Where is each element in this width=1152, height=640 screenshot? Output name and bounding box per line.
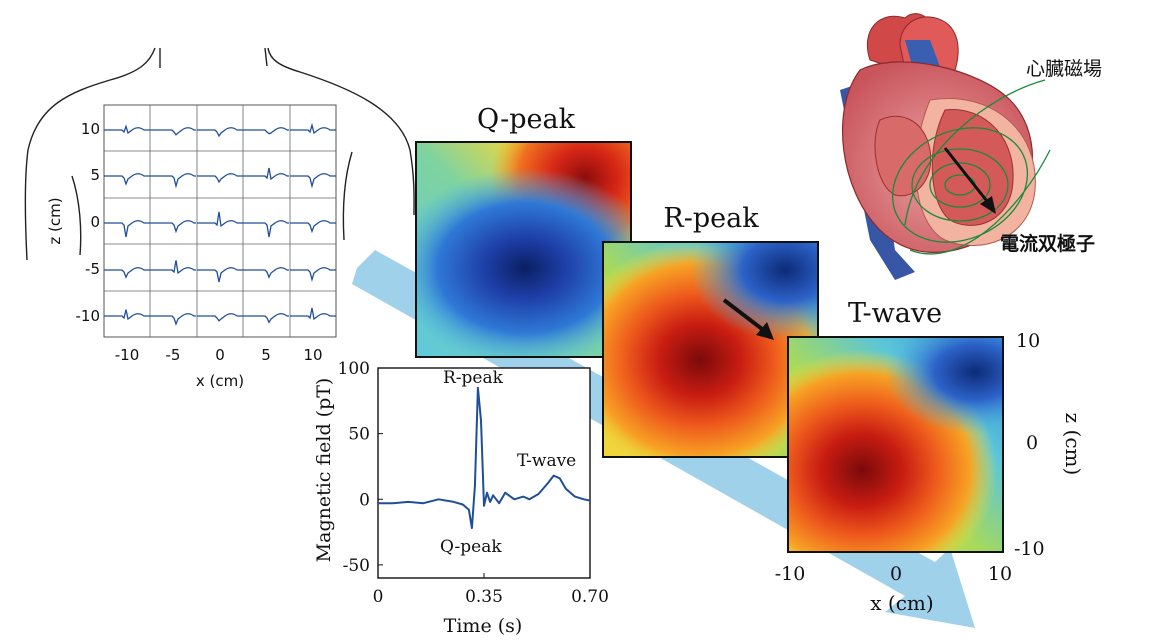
x-tick-label: 0 (215, 346, 225, 364)
y-tick-label: 0 (359, 490, 370, 510)
chest-trace (243, 313, 289, 324)
x-tick-label: 0 (373, 587, 384, 607)
current-dipole-arrow (943, 147, 992, 206)
z-tick-label: 10 (81, 120, 100, 138)
q-peak-title: Q-peak (477, 104, 576, 135)
chart-y-axis-label: Magnetic field (pT) (313, 378, 335, 563)
chest-trace (150, 220, 196, 234)
chest-trace (104, 124, 150, 135)
chest-trace (197, 127, 243, 138)
chest-trace (290, 173, 336, 189)
z-tick-label: -5 (85, 260, 100, 278)
x-tick-label: 0.70 (571, 587, 609, 607)
chest-trace (290, 307, 336, 321)
chart-plot-area (377, 367, 591, 579)
chest-trace (243, 267, 289, 279)
x-tick-label: 0.35 (465, 587, 503, 607)
chest-grid: 10 5 0 -5 -10 -10 -5 0 5 10 x (cm) z (cm… (46, 104, 337, 390)
chart-x-axis-label: Time (s) (444, 615, 523, 637)
chest-trace (104, 267, 150, 279)
y-tick-label: 100 (338, 359, 370, 379)
y-tick-label: 50 (348, 425, 370, 445)
y-tick-label: -50 (343, 556, 370, 576)
annotation-t-wave: T-wave (517, 451, 576, 471)
q-peak-map: Q-peak (415, 104, 632, 358)
series-line (378, 386, 591, 530)
x-tick-label: -5 (166, 346, 181, 364)
z-tick-label: 5 (90, 166, 100, 184)
heart-illustration: 心臓磁場 電流双極子 (840, 13, 1102, 280)
chest-trace (150, 173, 196, 189)
map-x-tick-label: 0 (890, 563, 902, 585)
chest-trace (150, 313, 196, 326)
r-peak-title: R-peak (663, 203, 759, 234)
current-dipole-label: 電流双極子 (1000, 232, 1095, 255)
chest-trace (150, 127, 196, 136)
chest-trace (290, 122, 336, 135)
map-z-axis-label: z (cm) (1061, 413, 1085, 476)
x-tick-label: -10 (115, 346, 140, 364)
chest-mcg-traces (104, 122, 336, 326)
magnetic-field-label: 心臓磁場 (1026, 58, 1102, 80)
chest-trace (104, 220, 150, 238)
chest-x-axis-label: x (cm) (196, 372, 244, 390)
map-x-axis-label: x (cm) (870, 591, 933, 615)
chest-trace (150, 260, 196, 275)
chest-trace (290, 220, 336, 234)
magnetic-field-lines (891, 79, 1051, 255)
torso-outline (24, 47, 415, 261)
map-x-tick-label: -10 (775, 563, 806, 585)
chest-z-axis-label: z (cm) (46, 197, 64, 244)
t-wave-map: T-wave 10 0 -10 z (cm) -10 0 10 x (cm) (775, 298, 1085, 615)
annotation-r-peak: R-peak (443, 368, 504, 388)
x-tick-label: 10 (303, 346, 322, 364)
z-tick-label: 0 (90, 213, 100, 231)
chest-trace (197, 211, 243, 228)
chest-trace (197, 267, 243, 283)
map-z-tick-label: -10 (1014, 538, 1045, 560)
annotation-q-peak: Q-peak (440, 537, 502, 557)
chest-trace (104, 173, 150, 186)
chest-trace (243, 167, 289, 181)
x-tick-label: 5 (261, 346, 271, 364)
r-peak-map: R-peak (602, 203, 819, 458)
map-z-tick-label: 0 (1026, 432, 1038, 454)
dipole-direction-arrow (722, 298, 774, 340)
chest-trace (197, 313, 243, 322)
chest-trace (104, 309, 150, 321)
map-x-tick-label: 10 (988, 563, 1012, 585)
map-z-tick-label: 10 (1016, 330, 1040, 352)
chest-trace (290, 267, 336, 282)
chest-trace (197, 173, 243, 184)
z-tick-label: -10 (76, 307, 101, 325)
chest-trace (243, 220, 289, 238)
t-wave-title: T-wave (848, 298, 942, 329)
chest-trace (243, 127, 289, 135)
